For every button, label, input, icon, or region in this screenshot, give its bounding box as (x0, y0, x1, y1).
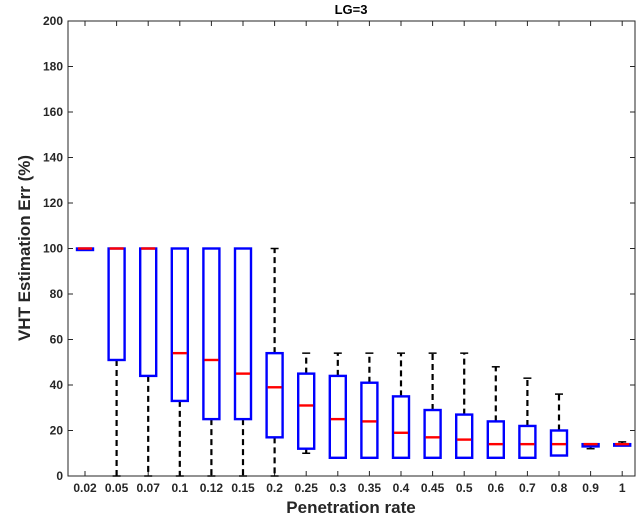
box-0.15 (235, 249, 251, 477)
box-0.3 (330, 353, 346, 458)
y-tick-label: 120 (43, 196, 63, 210)
box-0.8 (551, 394, 567, 455)
x-tick-label: 0.07 (137, 481, 161, 495)
iqr-box (456, 415, 472, 458)
x-tick-label: 0.4 (393, 481, 410, 495)
box-0.7 (519, 378, 535, 458)
y-tick-label: 100 (43, 242, 63, 256)
iqr-box (330, 376, 346, 458)
y-tick-label: 20 (50, 424, 64, 438)
y-tick-label: 180 (43, 60, 63, 74)
iqr-box (298, 374, 314, 449)
iqr-box (140, 249, 156, 376)
box-0.5 (456, 353, 472, 458)
box-0.4 (393, 353, 409, 458)
iqr-box (235, 249, 251, 420)
box-0.25 (298, 353, 314, 453)
x-tick-label: 0.05 (105, 481, 129, 495)
x-tick-label: 0.12 (200, 481, 224, 495)
y-tick-label: 40 (50, 378, 64, 392)
iqr-box (109, 249, 125, 360)
x-tick-label: 0.2 (266, 481, 283, 495)
x-tick-label: 0.8 (551, 481, 568, 495)
y-tick-label: 0 (56, 469, 63, 483)
iqr-box (425, 410, 441, 458)
box-0.05 (109, 249, 125, 477)
x-tick-label: 0.45 (421, 481, 445, 495)
y-tick-label: 200 (43, 14, 63, 28)
x-axis-label: Penetration rate (286, 498, 415, 517)
iqr-box (488, 421, 504, 457)
box-1 (614, 442, 630, 446)
iqr-box (267, 353, 283, 437)
y-tick-label: 160 (43, 105, 63, 119)
iqr-box (203, 249, 219, 420)
box-0.45 (425, 353, 441, 458)
x-tick-label: 0.9 (582, 481, 599, 495)
y-tick-label: 60 (50, 333, 64, 347)
y-axis-ticks: 0 20 40 60 80 100 120 140 160 180 200 (43, 14, 635, 483)
box-0.2 (267, 249, 283, 477)
box-0.12 (203, 249, 219, 477)
y-tick-label: 140 (43, 151, 63, 165)
x-tick-label: 0.02 (73, 481, 97, 495)
x-tick-label: 0.35 (358, 481, 382, 495)
y-axis-label: VHT Estimation Err (%) (15, 155, 34, 341)
box-0.6 (488, 367, 504, 458)
x-tick-label: 0.7 (519, 481, 536, 495)
box-0.02 (77, 249, 93, 251)
x-tick-label: 0.15 (231, 481, 255, 495)
x-tick-label: 0.5 (456, 481, 473, 495)
iqr-box (172, 249, 188, 401)
iqr-box (519, 426, 535, 458)
iqr-box (393, 396, 409, 457)
x-tick-label: 0.1 (171, 481, 188, 495)
chart-title: LG=3 (335, 2, 368, 17)
x-tick-label: 0.6 (487, 481, 504, 495)
box-0.35 (361, 353, 377, 458)
y-tick-label: 80 (50, 287, 64, 301)
box-0.9 (583, 444, 599, 449)
boxes-group (77, 249, 630, 477)
x-tick-label: 1 (619, 481, 626, 495)
box-0.1 (172, 249, 188, 477)
x-tick-label: 0.3 (329, 481, 346, 495)
box-0.07 (140, 249, 156, 477)
x-tick-label: 0.25 (295, 481, 319, 495)
